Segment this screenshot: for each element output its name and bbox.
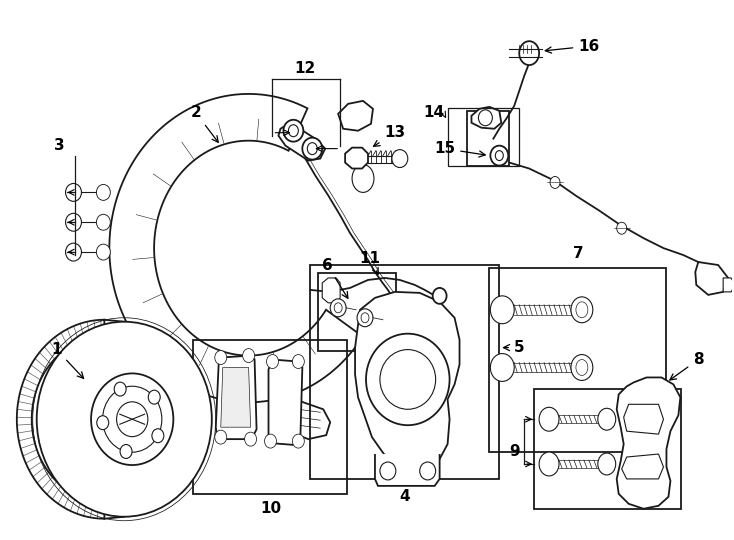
Bar — [193, 340, 347, 494]
Ellipse shape — [490, 354, 515, 381]
Ellipse shape — [490, 146, 508, 166]
Bar — [310, 265, 499, 479]
Polygon shape — [278, 123, 325, 160]
Text: 4: 4 — [399, 489, 410, 504]
Ellipse shape — [215, 350, 227, 365]
Ellipse shape — [91, 373, 173, 465]
Bar — [534, 389, 681, 509]
Ellipse shape — [617, 222, 627, 234]
Text: 13: 13 — [374, 125, 405, 146]
Text: 8: 8 — [670, 352, 704, 380]
Ellipse shape — [292, 355, 305, 368]
Ellipse shape — [244, 432, 257, 446]
Ellipse shape — [432, 288, 446, 304]
Ellipse shape — [120, 444, 132, 458]
Ellipse shape — [65, 184, 81, 201]
Ellipse shape — [539, 452, 559, 476]
Ellipse shape — [96, 244, 110, 260]
Polygon shape — [221, 368, 250, 427]
Ellipse shape — [152, 429, 164, 443]
Ellipse shape — [519, 41, 539, 65]
Ellipse shape — [539, 407, 559, 431]
Text: 5: 5 — [504, 340, 525, 355]
Polygon shape — [695, 262, 728, 295]
Ellipse shape — [37, 322, 212, 517]
Ellipse shape — [243, 349, 255, 362]
Text: 14: 14 — [423, 105, 444, 120]
Ellipse shape — [264, 434, 277, 448]
Ellipse shape — [215, 430, 227, 444]
Bar — [468, 111, 509, 166]
Polygon shape — [17, 320, 104, 519]
Ellipse shape — [392, 150, 408, 167]
Ellipse shape — [550, 177, 560, 188]
Ellipse shape — [330, 299, 346, 317]
Ellipse shape — [357, 309, 373, 327]
Polygon shape — [338, 101, 373, 131]
Text: 1: 1 — [51, 342, 84, 379]
Polygon shape — [269, 360, 302, 445]
Ellipse shape — [96, 214, 110, 230]
Polygon shape — [375, 454, 440, 486]
Ellipse shape — [115, 382, 126, 396]
Polygon shape — [216, 355, 257, 439]
Polygon shape — [345, 147, 368, 168]
Ellipse shape — [65, 243, 81, 261]
Ellipse shape — [292, 434, 305, 448]
Polygon shape — [624, 404, 664, 434]
Bar — [448, 108, 519, 166]
Bar — [319, 273, 396, 350]
Ellipse shape — [148, 390, 160, 404]
Polygon shape — [471, 107, 501, 129]
Ellipse shape — [96, 185, 110, 200]
Text: 7: 7 — [573, 246, 584, 261]
Polygon shape — [109, 94, 363, 402]
Ellipse shape — [266, 355, 278, 368]
Text: 10: 10 — [260, 501, 281, 516]
Ellipse shape — [571, 355, 593, 380]
Polygon shape — [355, 292, 459, 467]
Text: 11: 11 — [360, 251, 380, 274]
Ellipse shape — [490, 296, 515, 323]
Text: 6: 6 — [321, 258, 348, 298]
Polygon shape — [283, 395, 330, 439]
Ellipse shape — [65, 213, 81, 231]
Ellipse shape — [597, 453, 616, 475]
Ellipse shape — [366, 334, 449, 425]
Text: 15: 15 — [434, 141, 485, 157]
Text: 3: 3 — [54, 138, 65, 153]
Ellipse shape — [97, 416, 109, 430]
Text: 9: 9 — [509, 443, 520, 458]
Text: 16: 16 — [545, 39, 600, 53]
Polygon shape — [617, 377, 680, 509]
Polygon shape — [622, 454, 664, 479]
Polygon shape — [723, 278, 734, 292]
Text: 2: 2 — [191, 105, 218, 143]
Ellipse shape — [283, 120, 303, 141]
Ellipse shape — [597, 408, 616, 430]
Polygon shape — [322, 278, 340, 303]
Ellipse shape — [571, 297, 593, 323]
Text: 12: 12 — [294, 60, 316, 76]
Ellipse shape — [302, 138, 322, 160]
Bar — [490, 268, 666, 452]
